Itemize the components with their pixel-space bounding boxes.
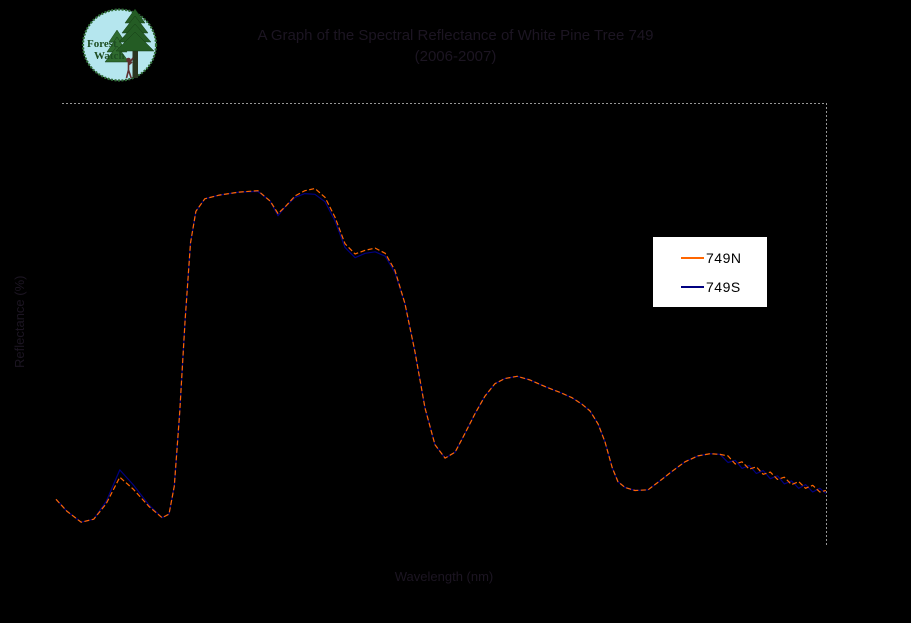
logo-text-watch: Watch (94, 50, 125, 62)
series-749N-line (55, 187, 827, 523)
chart-title-line1: A Graph of the Spectral Reflectance of W… (257, 27, 654, 44)
chart-title: A Graph of the Spectral Reflectance of W… (0, 25, 911, 67)
series-749N-swatch (681, 256, 704, 259)
legend: 749N 749S (653, 237, 767, 307)
legend-item-749S: 749S (681, 279, 767, 295)
pine-tree-icon (115, 8, 155, 78)
logo-text-forest: Forest (87, 38, 117, 50)
forest-watch-logo: Forest Watch (81, 8, 158, 82)
y-axis-title: Reflectance (%) (12, 275, 27, 369)
legend-item-749N: 749N (681, 250, 767, 266)
series-749S-label: 749S (706, 278, 741, 295)
tree-trunk (132, 48, 138, 78)
series-lines (55, 187, 827, 523)
series-749N-label: 749N (706, 249, 742, 266)
chart-title-line2: (2006-2007) (414, 48, 497, 65)
series-749S-swatch (681, 285, 704, 288)
x-axis-title: Wavelength (nm) (394, 569, 494, 584)
climber-figure-icon (125, 57, 134, 79)
